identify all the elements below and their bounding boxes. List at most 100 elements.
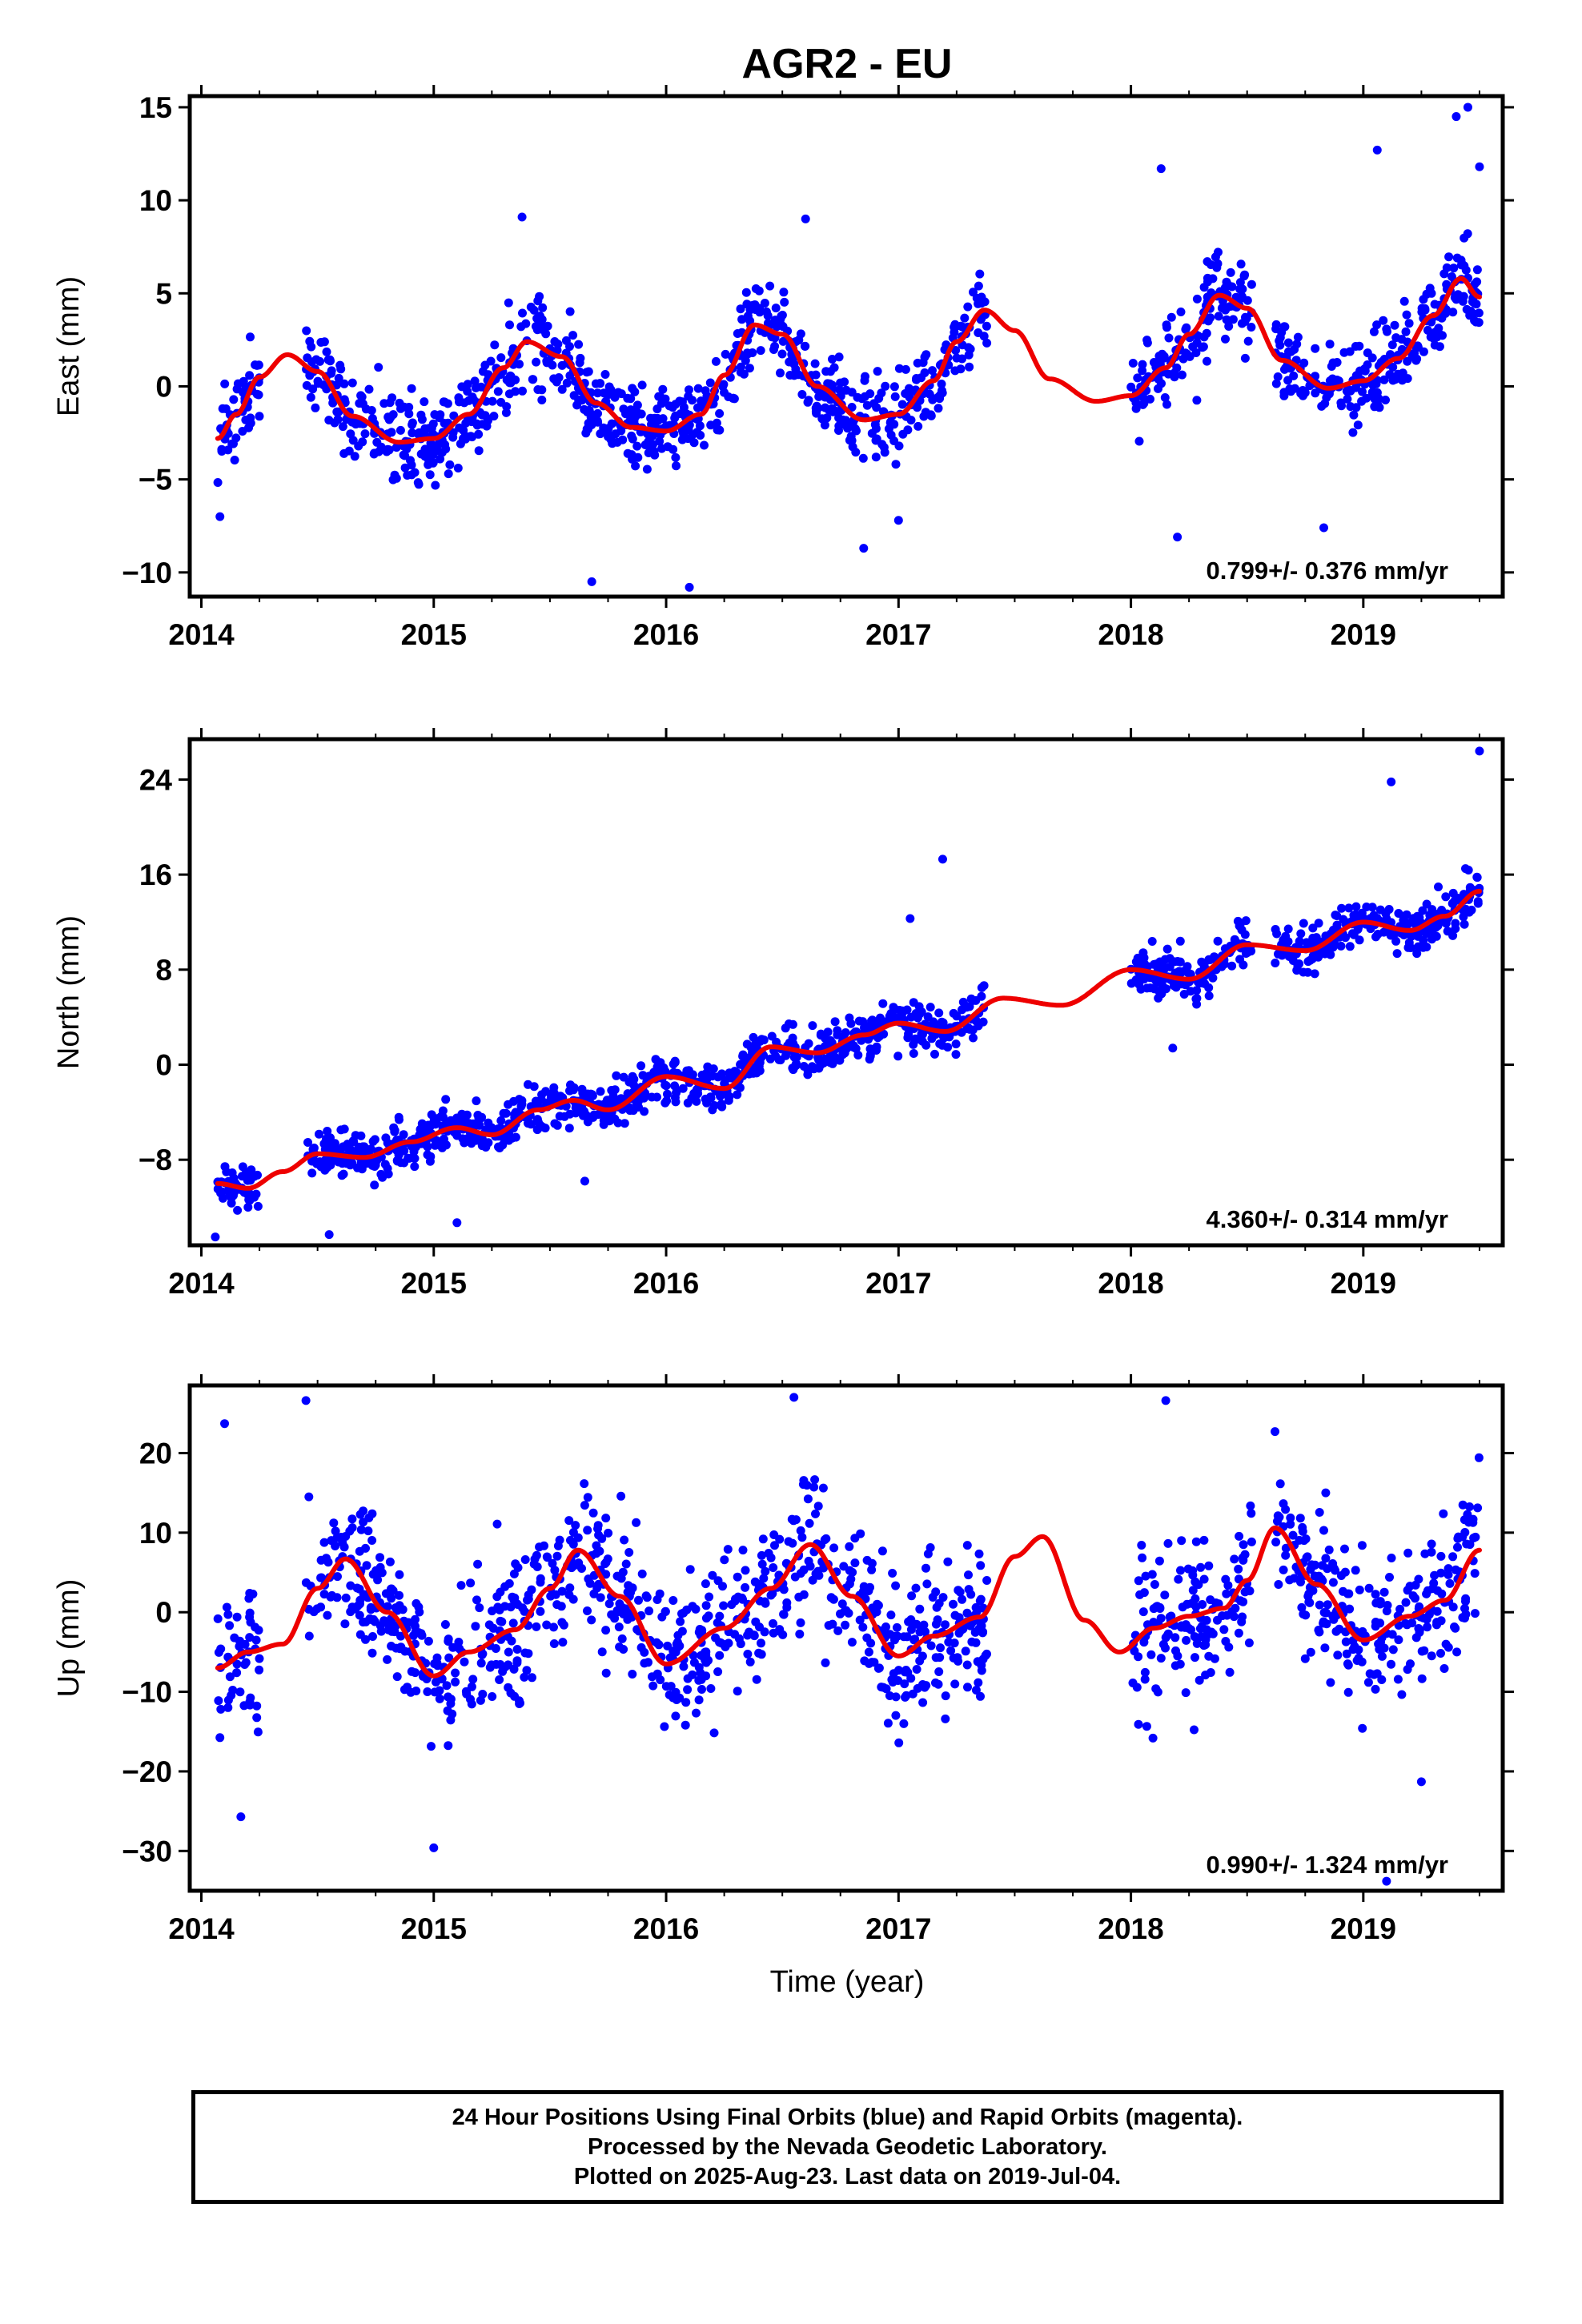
data-point — [1422, 899, 1431, 909]
data-point — [840, 377, 849, 387]
data-point — [1319, 1608, 1329, 1617]
data-point — [754, 1058, 763, 1068]
data-point — [1377, 1675, 1387, 1684]
data-point — [709, 1728, 719, 1738]
outlier-point — [220, 1419, 230, 1429]
data-point — [1275, 340, 1285, 350]
data-point — [1452, 253, 1462, 263]
data-point — [512, 1658, 522, 1667]
data-point — [403, 471, 412, 480]
data-point — [444, 469, 453, 479]
data-point — [518, 386, 527, 396]
data-point — [751, 305, 761, 315]
data-point — [1471, 1609, 1480, 1618]
outlier-point — [859, 544, 869, 553]
data-point — [761, 1566, 770, 1576]
data-point — [851, 425, 861, 435]
east-plot-frame — [187, 94, 1505, 599]
data-point — [1141, 1571, 1150, 1581]
data-point — [1355, 935, 1364, 945]
data-point — [504, 1578, 514, 1588]
data-point — [701, 1579, 710, 1589]
up-panel: 2014 2015 2016 2017 2018 2019 −30 −20 −10 0 10 20 0.… — [52, 1374, 1514, 1945]
data-point — [1460, 261, 1469, 271]
data-point — [1402, 310, 1411, 320]
x-tick-label: 2016 — [633, 1912, 699, 1945]
data-point — [1419, 295, 1428, 304]
data-point — [701, 1658, 711, 1667]
data-point — [733, 329, 742, 338]
data-point — [1408, 1591, 1418, 1601]
data-point — [935, 1653, 945, 1663]
data-point — [438, 1106, 448, 1116]
data-point — [416, 1629, 426, 1638]
data-point — [1200, 979, 1210, 988]
data-point — [694, 1695, 704, 1705]
data-point — [601, 1514, 611, 1523]
data-point — [581, 428, 591, 438]
data-point — [225, 1672, 235, 1682]
data-point — [1417, 1674, 1427, 1683]
data-point — [845, 1013, 854, 1023]
data-point — [408, 420, 417, 429]
data-point — [820, 1535, 829, 1545]
y-tick-label: 0 — [155, 370, 172, 403]
data-point — [741, 287, 751, 297]
data-point — [671, 1647, 681, 1657]
data-point — [654, 1640, 664, 1650]
data-point — [747, 1068, 757, 1077]
data-point — [488, 1692, 497, 1701]
data-point — [831, 407, 841, 416]
data-point — [894, 441, 904, 451]
data-point — [571, 1521, 580, 1530]
x-tick-label: 2019 — [1331, 1267, 1396, 1300]
north-rate-label: 4.360+/- 0.314 mm/yr — [1207, 1205, 1448, 1233]
data-point — [1321, 1488, 1331, 1498]
data-point — [303, 353, 312, 363]
data-point — [834, 352, 844, 362]
data-point — [596, 429, 605, 439]
data-point — [338, 422, 347, 432]
data-point — [240, 1639, 250, 1649]
data-point — [1387, 1554, 1396, 1562]
data-point — [361, 1159, 371, 1168]
data-point — [392, 1672, 402, 1682]
east-model-curve — [215, 275, 1482, 445]
data-point — [795, 1630, 805, 1638]
data-point — [1239, 271, 1249, 281]
data-point — [1161, 984, 1170, 994]
data-point — [555, 1535, 564, 1545]
data-point — [353, 1163, 362, 1172]
data-point — [949, 1599, 958, 1609]
data-point — [1221, 1574, 1231, 1584]
data-point — [847, 436, 857, 445]
data-point — [1188, 342, 1198, 352]
data-point — [840, 420, 849, 429]
data-point — [1213, 936, 1223, 946]
data-point — [1407, 352, 1417, 361]
data-point — [345, 1144, 355, 1153]
data-point — [1367, 353, 1377, 363]
data-point — [1427, 935, 1436, 944]
data-point — [812, 408, 821, 418]
data-point — [1301, 1534, 1311, 1544]
data-point — [1381, 396, 1390, 404]
data-point — [962, 1541, 972, 1550]
data-point — [623, 393, 632, 403]
data-point — [1198, 343, 1207, 352]
data-point — [937, 380, 946, 388]
data-point — [1377, 1651, 1387, 1661]
data-point — [867, 1558, 877, 1568]
data-point — [1379, 375, 1389, 384]
data-point — [335, 360, 345, 370]
data-point — [435, 1694, 444, 1703]
data-point — [982, 1576, 992, 1585]
data-point — [512, 1645, 522, 1654]
up-plot-frame — [187, 1383, 1505, 1893]
data-point — [784, 1537, 793, 1546]
outlier-point — [211, 1232, 220, 1242]
data-point — [304, 1492, 314, 1502]
data-point — [1217, 962, 1227, 971]
data-point — [583, 408, 592, 416]
data-point — [501, 1108, 511, 1118]
